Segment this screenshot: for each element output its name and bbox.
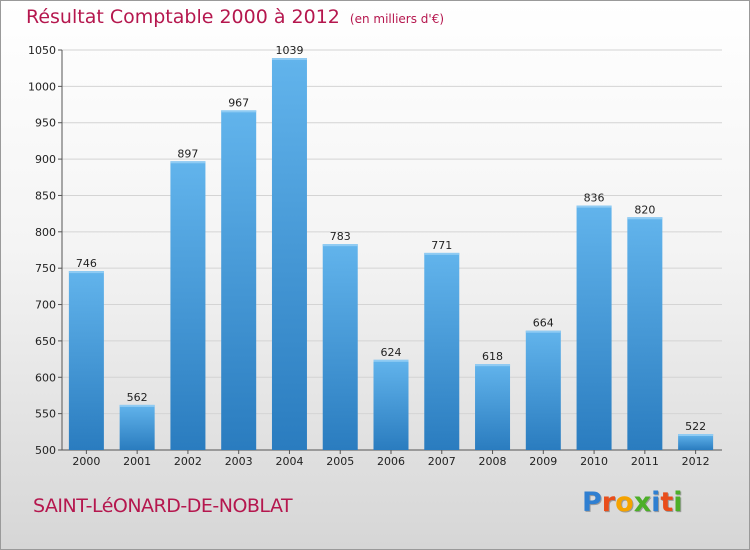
bar-top-edge (68, 271, 104, 274)
x-tick-label-2003: 2003 (225, 455, 253, 468)
logo-letter: r (601, 487, 616, 518)
bar-top-edge (525, 330, 561, 333)
x-tick-label-2001: 2001 (123, 455, 151, 468)
logo-letter: x (633, 487, 652, 518)
x-tick-label-2011: 2011 (631, 455, 659, 468)
x-tick-label-2006: 2006 (377, 455, 405, 468)
bar-2010 (576, 205, 612, 450)
x-tick-label-2010: 2010 (580, 455, 608, 468)
y-tick-label: 750 (35, 262, 56, 275)
x-tick-label-2000: 2000 (72, 455, 100, 468)
value-label-2011: 820 (634, 203, 655, 216)
x-tick-label-2007: 2007 (428, 455, 456, 468)
bar-top-edge (119, 404, 155, 407)
value-label-2009: 664 (533, 317, 554, 330)
x-tick-label-2012: 2012 (682, 455, 710, 468)
bar-top-edge (678, 434, 714, 436)
bar-top-edge (322, 244, 358, 247)
x-tick-label-2009: 2009 (529, 455, 557, 468)
y-tick-label: 550 (35, 408, 56, 421)
bar-2008 (475, 364, 511, 450)
value-label-2001: 562 (127, 391, 148, 404)
bar-top-edge (475, 364, 511, 367)
bar-2001 (119, 404, 155, 450)
chart-title-text: Résultat Comptable 2000 à 2012 (26, 6, 340, 28)
logo-letter: i (673, 487, 683, 518)
bar-2000 (68, 271, 104, 450)
y-tick-label: 700 (35, 299, 56, 312)
y-tick-label: 900 (35, 153, 56, 166)
commune-name: SAINT-LéONARD-DE-NOBLAT (33, 495, 293, 517)
x-tick-label-2008: 2008 (479, 455, 507, 468)
y-tick-label: 1050 (28, 44, 56, 57)
logo-letter: P (582, 487, 602, 518)
value-label-2002: 897 (177, 147, 198, 160)
bar-top-edge (271, 58, 307, 60)
y-tick-label: 950 (35, 117, 56, 130)
value-label-2012: 522 (685, 420, 706, 433)
value-label-2005: 783 (330, 230, 351, 243)
bar-2007 (424, 252, 460, 450)
bar-2009 (525, 330, 561, 450)
bars (68, 58, 714, 451)
value-labels: 746 562 897 967 1039 783 624 771 618 664 836 820 522 (76, 44, 706, 433)
x-tick-label-2002: 2002 (174, 455, 202, 468)
logo-letter: t (660, 487, 674, 518)
y-tick-label: 800 (35, 226, 56, 239)
bar-2003 (221, 110, 257, 450)
value-label-2004: 1039 (275, 44, 303, 57)
bar-2006 (373, 359, 409, 450)
bar-2004 (271, 58, 307, 450)
value-label-2000: 746 (76, 257, 97, 270)
y-tick-label: 1000 (28, 80, 56, 93)
bar-top-edge (627, 217, 663, 220)
logo-letter: o (615, 487, 634, 518)
bar-top-edge (170, 161, 206, 164)
y-tick-label: 850 (35, 189, 56, 202)
bar-2011 (627, 217, 663, 450)
bar-2005 (322, 244, 358, 450)
bar-top-edge (576, 205, 612, 208)
chart-title: Résultat Comptable 2000 à 2012 (en millie… (26, 6, 444, 28)
bar-2012 (678, 434, 714, 450)
value-label-2010: 836 (584, 192, 605, 205)
y-tick-label: 650 (35, 335, 56, 348)
value-label-2006: 624 (381, 346, 402, 359)
y-tick-label: 500 (35, 444, 56, 457)
bar-top-edge (373, 359, 409, 362)
value-label-2003: 967 (228, 96, 249, 109)
chart-subtitle: (en milliers d'€) (349, 12, 445, 26)
x-tick-label-2004: 2004 (275, 455, 303, 468)
bar-top-edge (221, 110, 257, 113)
bar-2002 (170, 161, 206, 451)
logo-letter: i (651, 487, 661, 518)
bar-top-edge (424, 252, 460, 255)
x-tick-label-2005: 2005 (326, 455, 354, 468)
value-label-2008: 618 (482, 350, 503, 363)
y-tick-label: 600 (35, 371, 56, 384)
proxiti-logo[interactable]: Proxiti (582, 487, 683, 518)
value-label-2007: 771 (431, 239, 452, 252)
